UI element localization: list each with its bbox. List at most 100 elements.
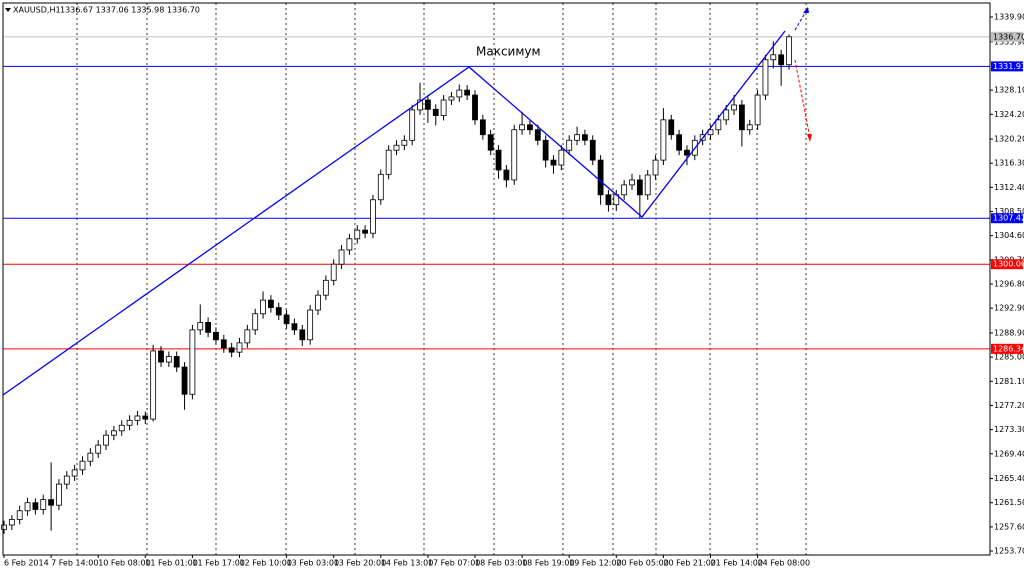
level-label: 1300.00 xyxy=(993,260,1024,269)
y-tick-label: 1261.50 xyxy=(994,498,1024,507)
x-tick-label: 21 Feb 14:00 xyxy=(711,559,763,568)
x-tick-label: 14 Feb 13:00 xyxy=(381,559,433,568)
y-tick-label: 1269.40 xyxy=(994,449,1024,458)
levels xyxy=(3,36,990,350)
x-tick-label: 13 Feb 03:00 xyxy=(287,559,339,568)
candle-body xyxy=(582,134,588,141)
candle-body xyxy=(267,299,274,308)
candle-body xyxy=(707,129,714,136)
candle-body xyxy=(495,149,502,171)
candle-body xyxy=(762,59,769,96)
candle-body xyxy=(24,502,31,512)
candle-body xyxy=(589,139,596,161)
y-tick-label: 1316.30 xyxy=(994,159,1024,168)
level-label-box xyxy=(991,31,1023,42)
candle-body xyxy=(558,149,565,166)
candle-body xyxy=(315,294,321,311)
candle-body xyxy=(173,356,180,368)
candle-body xyxy=(550,159,557,166)
candle-body xyxy=(487,134,494,151)
candle-body xyxy=(346,238,353,251)
arrow-down xyxy=(794,59,811,139)
candle-body xyxy=(629,179,635,186)
candle-body xyxy=(472,94,478,121)
candle-body xyxy=(354,229,361,240)
candle-body xyxy=(684,149,690,156)
candle-body xyxy=(48,499,54,506)
candle-body xyxy=(220,339,227,349)
candle-body xyxy=(205,322,212,333)
candle-body xyxy=(307,309,314,341)
candle-body xyxy=(1,524,7,530)
y-tick-label: 1273.30 xyxy=(994,425,1024,434)
arrow-up-head xyxy=(803,7,809,13)
annotation: Максимум xyxy=(476,45,541,59)
candle-body xyxy=(103,434,109,446)
candle-body xyxy=(605,194,612,206)
candle-body xyxy=(79,460,86,471)
x-tick-label: 10 Feb 08:00 xyxy=(98,559,150,568)
x-tick-label: 7 Feb 14:00 xyxy=(51,559,98,568)
candle-body xyxy=(731,104,737,111)
candle-body xyxy=(723,109,730,121)
x-tick-label: 18 Feb 19:00 xyxy=(522,559,574,568)
candle-body xyxy=(676,134,682,151)
candle-body xyxy=(770,54,777,61)
candle-body xyxy=(252,313,259,331)
candle-body xyxy=(244,329,251,344)
candle-body xyxy=(370,199,376,234)
level-label: 1336.70 xyxy=(993,32,1024,41)
candle-body xyxy=(534,129,541,141)
candle-body xyxy=(440,99,447,116)
candle-body xyxy=(652,159,659,176)
candle-body xyxy=(213,331,219,341)
y-tick-label: 1296.80 xyxy=(994,280,1024,289)
candle-body xyxy=(715,119,722,131)
candle-body xyxy=(409,109,416,141)
y-tick-label: 1253.70 xyxy=(994,547,1024,556)
level-label: 1286.34 xyxy=(993,344,1024,353)
candle-body xyxy=(417,99,423,111)
candle-body xyxy=(464,89,471,96)
y-tick-label: 1292.90 xyxy=(994,304,1024,313)
y-tick-label: 1324.20 xyxy=(994,110,1024,119)
candle-body xyxy=(739,104,745,131)
candle-body xyxy=(16,510,23,520)
x-tick-label: 20 Feb 21:00 xyxy=(663,559,715,568)
candle-body xyxy=(299,329,306,341)
level-label-box xyxy=(991,213,1023,224)
menu-triangle xyxy=(5,8,11,12)
candle-body xyxy=(456,89,463,98)
candle-body xyxy=(401,139,408,146)
trend-lines xyxy=(2,30,786,396)
candle-body xyxy=(260,299,266,315)
candle-body xyxy=(322,279,329,296)
candle-body xyxy=(150,350,157,420)
candle-body xyxy=(377,173,384,201)
symbol: XAUUSD,H1 xyxy=(13,6,61,15)
x-tick-label: 11 Feb 17:00 xyxy=(192,559,244,568)
candle-body xyxy=(574,134,580,141)
y-tick-label: 1277.20 xyxy=(994,401,1024,410)
candle-body xyxy=(158,350,164,363)
candle-body xyxy=(228,347,235,353)
y-tick-label: 1265.40 xyxy=(994,474,1024,483)
y-tick-label: 1339.90 xyxy=(994,13,1024,22)
candle-body xyxy=(668,119,675,136)
candle-body xyxy=(503,169,510,181)
candle-body xyxy=(32,502,39,510)
level-label-box xyxy=(991,343,1023,354)
x-tick-label: 20 Feb 05:00 xyxy=(616,559,668,568)
x-tick-label: 19 Feb 12:00 xyxy=(569,559,621,568)
candle-body xyxy=(786,36,792,66)
x-tick-label: 12 Feb 10:00 xyxy=(240,559,292,568)
candle-body xyxy=(527,124,533,131)
level-label: 1331.93 xyxy=(993,62,1024,71)
candle-body xyxy=(362,229,369,234)
candle-body xyxy=(448,96,455,101)
candle-body xyxy=(71,469,78,477)
candle-body xyxy=(291,323,298,331)
level-label-box xyxy=(991,61,1023,72)
